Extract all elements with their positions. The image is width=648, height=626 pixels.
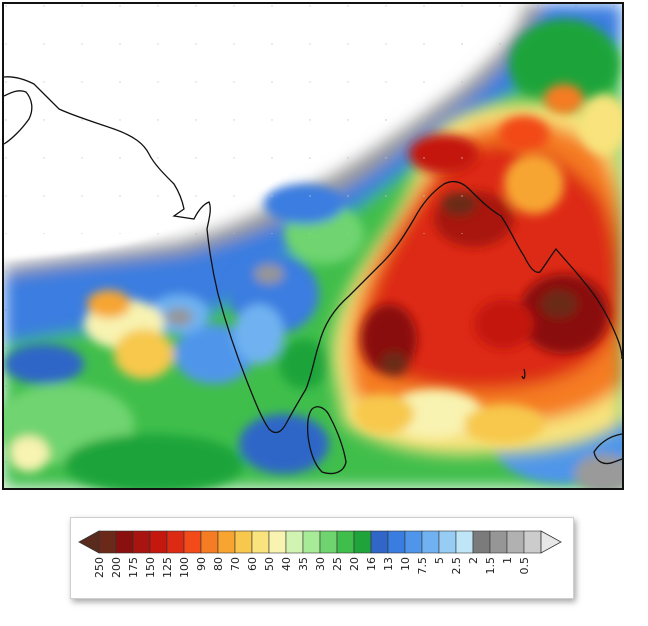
legend-tick-label: 16	[365, 557, 378, 571]
legend-tick-label: 1	[501, 557, 514, 564]
legend-tick-label: 30	[314, 557, 327, 571]
legend-swatch	[115, 530, 134, 554]
legend-tick-label: 5	[433, 557, 446, 564]
legend-tick-label: 80	[212, 557, 225, 571]
legend-tick-label: 2	[467, 557, 480, 564]
legend-swatch	[200, 530, 219, 554]
legend-swatch	[370, 530, 389, 554]
legend-tick-label: 200	[110, 557, 123, 578]
legend-tick-label: 0.5	[518, 557, 531, 575]
legend-colorbar: 250 200 175 150 125 100 90 80 70 60 50 40 35 30 25 20 16…	[78, 530, 562, 578]
legend-swatch	[166, 530, 185, 554]
legend-swatch	[183, 530, 202, 554]
legend-swatch	[523, 530, 542, 554]
legend-swatch	[506, 530, 525, 554]
legend-tick-label: 250	[93, 557, 106, 578]
legend-right-arrow	[540, 530, 562, 554]
legend-swatch	[251, 530, 270, 554]
legend-swatch	[336, 530, 355, 554]
legend-tick-label: 40	[280, 557, 293, 571]
legend-swatch	[319, 530, 338, 554]
legend-tick-label: 60	[246, 557, 259, 571]
legend-tick-label: 10	[399, 557, 412, 571]
legend-tick-label: 2.5	[450, 557, 463, 575]
legend-tick-label: 100	[178, 557, 191, 578]
legend-swatch	[353, 530, 372, 554]
legend-tick-label: 175	[127, 557, 140, 578]
legend-swatch	[421, 530, 440, 554]
legend-tick-label: 13	[382, 557, 395, 571]
legend-swatch	[285, 530, 304, 554]
legend-tick-label: 70	[229, 557, 242, 571]
legend-tick-label: 150	[144, 557, 157, 578]
rainfall-field	[4, 4, 622, 488]
legend-swatch	[302, 530, 321, 554]
legend-tick-label: 20	[348, 557, 361, 571]
legend-swatch	[472, 530, 491, 554]
legend-swatch	[489, 530, 508, 554]
legend-tick-label: 25	[331, 557, 344, 571]
legend-tick-label: 7.5	[416, 557, 429, 575]
color-legend: 250 200 175 150 125 100 90 80 70 60 50 40 35 30 25 20 16…	[70, 517, 574, 599]
legend-left-arrow	[78, 530, 100, 554]
legend-swatch	[98, 530, 117, 554]
legend-tick-label: 50	[263, 557, 276, 571]
legend-tick-label: 1.5	[484, 557, 497, 575]
legend-tick-label: 125	[161, 557, 174, 578]
rainfall-map	[2, 2, 624, 490]
legend-swatch	[149, 530, 168, 554]
legend-swatch	[455, 530, 474, 554]
legend-tick-label: 35	[297, 557, 310, 571]
legend-swatch	[217, 530, 236, 554]
legend-tick-label: 90	[195, 557, 208, 571]
legend-swatch	[438, 530, 457, 554]
legend-swatch	[404, 530, 423, 554]
precip-detail-layer	[4, 19, 622, 488]
legend-swatch	[132, 530, 151, 554]
coastline	[4, 76, 622, 475]
legend-swatch	[234, 530, 253, 554]
legend-swatch	[268, 530, 287, 554]
legend-swatch	[387, 530, 406, 554]
